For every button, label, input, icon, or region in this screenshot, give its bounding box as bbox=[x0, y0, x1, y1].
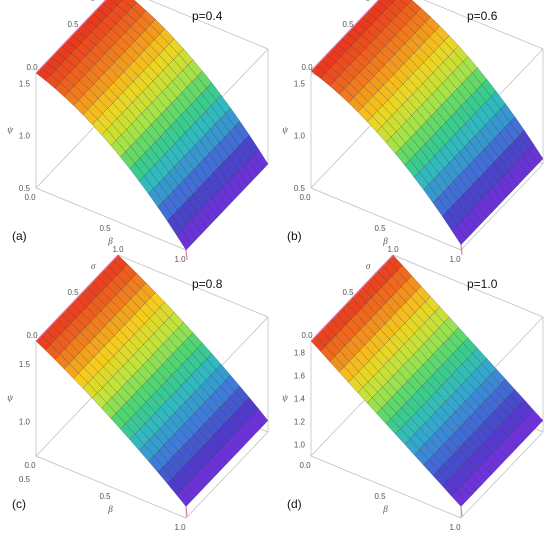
psi-tick-label: 1.0 bbox=[294, 132, 306, 141]
beta-tick-label: 0.5 bbox=[374, 492, 386, 501]
panel-label: (b) bbox=[287, 229, 302, 243]
surface-cell bbox=[176, 489, 192, 507]
surface-mesh bbox=[310, 254, 544, 507]
panel-label: (a) bbox=[12, 229, 27, 243]
box-edge bbox=[148, 0, 269, 50]
psi-tick-label: 1.0 bbox=[19, 132, 31, 141]
psi-axis-label: ψ bbox=[282, 393, 288, 403]
psi-axis-label: ψ bbox=[7, 393, 13, 403]
box-edge bbox=[423, 0, 544, 50]
psi-tick-label: 1.2 bbox=[294, 418, 306, 427]
beta-tick-label: 1.0 bbox=[449, 255, 461, 264]
sigma-axis-label: σ bbox=[91, 0, 96, 3]
sigma-tick-label: 0.5 bbox=[67, 20, 79, 29]
psi-tick-label: 1.6 bbox=[294, 372, 306, 381]
chart-panel-3: 0.0 0.5 1.0 σ 0.0 0.5 1.0 β 1.5 1.0 0.5 ψ p=0.8 (c) bbox=[7, 245, 269, 532]
sigma-tick-label: 0.0 bbox=[301, 63, 313, 72]
beta-axis-label: β bbox=[382, 504, 388, 514]
psi-tick-label: 1.5 bbox=[19, 360, 31, 369]
sigma-tick-label: 0.5 bbox=[342, 288, 354, 297]
psi-tick-label: 1.4 bbox=[294, 395, 306, 404]
beta-axis-label: β bbox=[382, 236, 388, 246]
sigma-tick-label: 0.5 bbox=[342, 20, 354, 29]
beta-tick-label: 0.5 bbox=[99, 492, 111, 501]
beta-tick-label: 0.0 bbox=[299, 193, 311, 202]
beta-axis-label: β bbox=[107, 236, 113, 246]
psi-tick-label: 1.0 bbox=[19, 418, 31, 427]
surface-cell bbox=[451, 224, 467, 246]
psi-axis-label: ψ bbox=[282, 125, 288, 135]
beta-tick-label: 0.5 bbox=[374, 224, 386, 233]
box-edge bbox=[117, 254, 269, 318]
sigma-tick-label: 1.0 bbox=[112, 245, 124, 254]
beta-tick-label: 0.0 bbox=[299, 461, 311, 470]
box-edge bbox=[460, 163, 544, 251]
beta-axis-label: β bbox=[107, 504, 113, 514]
beta-tick-label: 0.0 bbox=[24, 193, 36, 202]
psi-tick-label: 0.5 bbox=[19, 184, 31, 193]
sigma-tick-label: 1.0 bbox=[387, 245, 399, 254]
surface-edge bbox=[35, 0, 107, 74]
box-edge bbox=[35, 187, 187, 251]
psi-tick-label: 1.5 bbox=[294, 79, 306, 88]
surface-edge bbox=[310, 254, 394, 342]
box-edge bbox=[310, 187, 462, 251]
sigma-tick-label: 0.5 bbox=[67, 288, 79, 297]
surface-mesh bbox=[35, 0, 269, 251]
sigma-tick-label: 0.0 bbox=[301, 331, 313, 340]
sigma-tick-label: 0.0 bbox=[26, 331, 38, 340]
surface-edge bbox=[460, 506, 463, 517]
beta-tick-label: 1.0 bbox=[174, 523, 186, 532]
box-edge bbox=[185, 431, 269, 519]
panel-label: (c) bbox=[12, 497, 26, 511]
beta-tick-label: 0.5 bbox=[99, 224, 111, 233]
psi-tick-label: 1.0 bbox=[294, 441, 306, 450]
panel-label: (d) bbox=[287, 497, 302, 511]
surface-cell bbox=[176, 229, 192, 251]
surface-edge bbox=[185, 249, 188, 261]
sigma-axis-label: σ bbox=[366, 0, 371, 3]
chart-panel-1: 0.00.51.0σ0.00.51.0β1.51.00.5ψp=0.4(a) bbox=[7, 0, 269, 264]
p-value-label: p=0.4 bbox=[192, 9, 223, 23]
p-value-label: p=0.6 bbox=[467, 9, 498, 23]
surface-edge bbox=[460, 244, 463, 255]
surface-edge bbox=[310, 0, 380, 72]
sigma-axis-label: σ bbox=[91, 261, 96, 271]
box-edge bbox=[35, 455, 187, 519]
box-edge bbox=[310, 455, 462, 519]
surface-mesh bbox=[310, 0, 544, 246]
surface-mesh bbox=[35, 254, 269, 507]
sigma-axis-label: σ bbox=[366, 261, 371, 271]
beta-tick-label: 1.0 bbox=[449, 523, 461, 532]
surface-cell bbox=[451, 490, 467, 507]
p-value-label: p=0.8 bbox=[192, 277, 223, 291]
chart-panel-4: 0.0 0.5 1.0 σ 0.0 0.5 1.0 β 1.8 1.6 1.4 1.2 1.0 ψ p=1.… bbox=[282, 245, 544, 532]
psi-tick-label: 0.5 bbox=[294, 184, 306, 193]
psi-tick-label: 1.8 bbox=[294, 349, 306, 358]
p-value-label: p=1.0 bbox=[467, 277, 498, 291]
surface-edge bbox=[185, 506, 188, 517]
surface-edge bbox=[35, 254, 119, 342]
sigma-tick-label: 0.0 bbox=[26, 63, 38, 72]
psi-tick-label: 1.5 bbox=[19, 79, 31, 88]
psi-axis-label: ψ bbox=[7, 125, 13, 135]
beta-tick-label: 1.0 bbox=[174, 255, 186, 264]
beta-tick-label: 0.0 bbox=[24, 461, 36, 470]
chart-panel-2: 0.00.51.0σ0.00.51.0β1.51.00.5ψp=0.6(b) bbox=[282, 0, 544, 264]
box-edge bbox=[392, 254, 544, 318]
box-edge bbox=[460, 431, 544, 519]
psi-tick-label: 0.5 bbox=[19, 475, 31, 484]
